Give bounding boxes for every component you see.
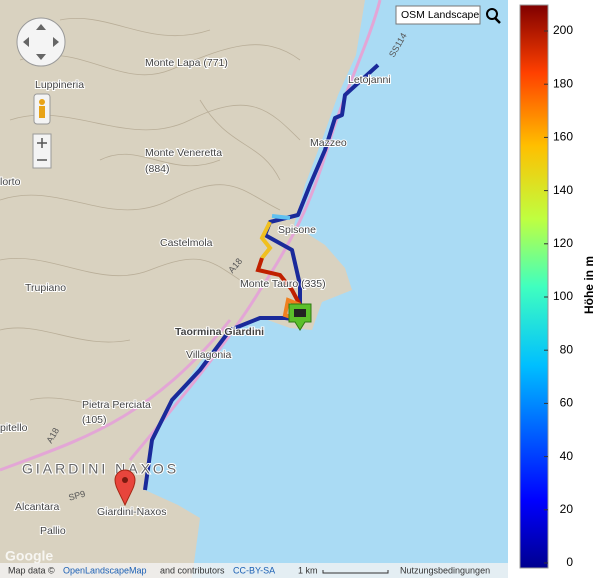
scale-label: 1 km — [298, 565, 318, 575]
pan-control[interactable] — [16, 17, 66, 67]
contours — [0, 18, 301, 408]
colorbar-tick-label: 40 — [560, 449, 574, 463]
attribution-link[interactable]: CC-BY-SA — [233, 565, 275, 575]
map[interactable]: Monte Lapa (771) Luppineria Monte Venere… — [0, 0, 508, 578]
logo: Google — [5, 548, 53, 564]
map-label: lorto — [0, 176, 21, 188]
map-label: Mazzeo — [310, 137, 347, 149]
colorbar-tick-label: 200 — [553, 23, 573, 37]
colorbar-tick-label: 120 — [553, 236, 573, 250]
map-label: Monte Veneretta — [145, 147, 222, 159]
start-marker[interactable] — [114, 469, 136, 507]
colorbar-tick-label: 0 — [566, 555, 573, 569]
highway — [0, 319, 232, 472]
layer-select[interactable]: OSM Landscape — [395, 5, 501, 25]
map-label: (105) — [82, 414, 107, 426]
map-label: (884) — [145, 163, 170, 175]
attribution: and contributors — [160, 565, 225, 575]
colorbar — [519, 4, 549, 569]
map-label: Castelmola — [160, 237, 213, 249]
highway — [128, 0, 382, 461]
map-label: Pallio — [40, 525, 66, 537]
colorbar-tick-label: 80 — [560, 342, 574, 356]
pegman[interactable] — [33, 93, 51, 125]
attribution: Map data © — [8, 565, 55, 575]
colorbar-tick-label: 20 — [560, 502, 574, 516]
track-segment — [271, 214, 291, 220]
map-label: Monte Tauro (335) — [240, 278, 326, 290]
track-segment — [255, 257, 302, 306]
road-label: SP9 — [67, 489, 86, 503]
map-label: Trupiano — [25, 282, 66, 294]
track — [143, 63, 380, 491]
map-label: Luppineria — [35, 79, 84, 91]
scale-bar — [322, 570, 389, 574]
attribution-link[interactable]: OpenLandscapeMap — [63, 565, 147, 575]
colorbar-tick-label: 100 — [553, 289, 573, 303]
colorbar-tick-label: 160 — [553, 130, 573, 144]
terms-link[interactable]: Nutzungsbedingungen — [400, 565, 490, 575]
colorbar-label: Höhe in m — [582, 256, 596, 314]
map-label: Monte Lapa (771) — [145, 57, 228, 69]
colorbar-tick-label: 60 — [560, 396, 574, 410]
map-label: Giardini-Naxos — [97, 506, 166, 518]
map-label: Alcantara — [15, 501, 60, 513]
map-label: Letojanni — [348, 74, 391, 86]
colorbar-tick-label: 180 — [553, 76, 573, 90]
track-segment — [259, 221, 273, 260]
map-label: Villagonia — [186, 349, 232, 361]
map-label: GIARDINI NAXOS — [22, 461, 179, 477]
map-label: pitello — [0, 422, 28, 434]
map-label: Taormina Giardini — [175, 326, 264, 338]
attribution-bar — [0, 563, 508, 578]
photo-marker[interactable] — [288, 303, 312, 331]
layer-select-label: OSM Landscape — [401, 9, 479, 21]
zoom-control[interactable] — [32, 133, 52, 169]
colorbar-tick-label: 140 — [553, 183, 573, 197]
map-label: Pietra Perciata — [82, 399, 151, 411]
map-label: Spisone — [278, 224, 316, 236]
